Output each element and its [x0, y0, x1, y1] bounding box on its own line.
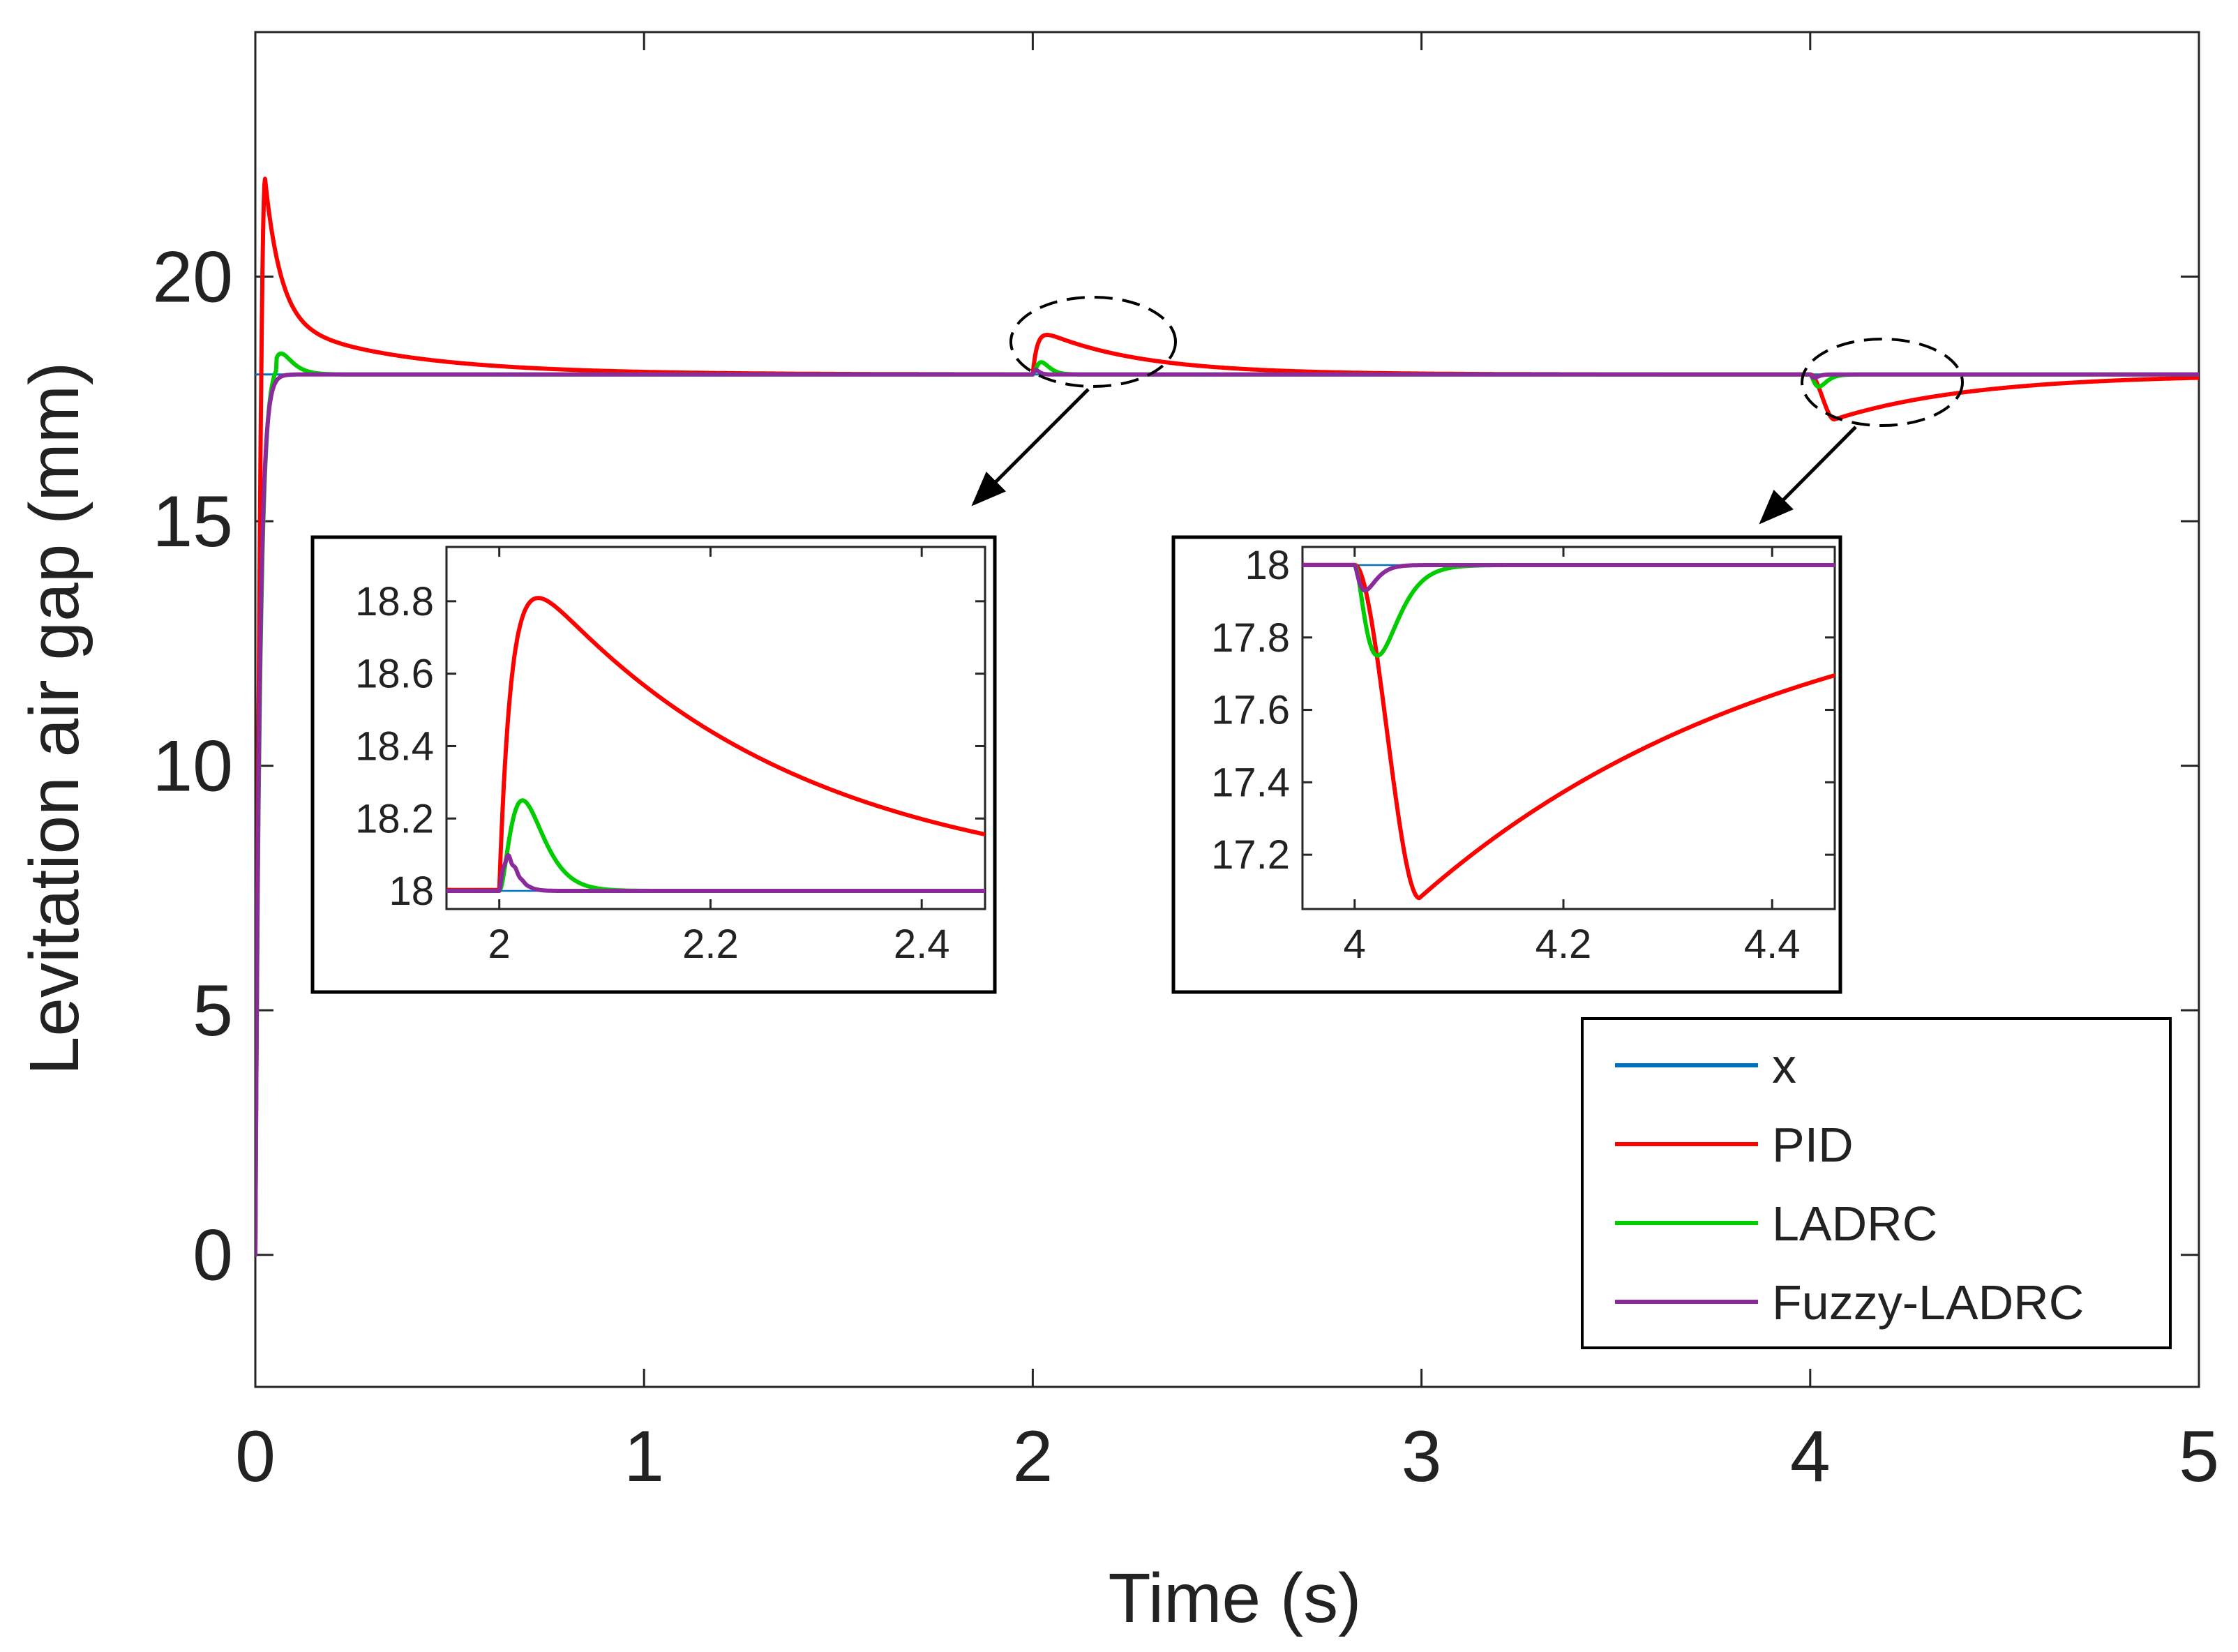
x-tick-label: 2.4 [894, 922, 950, 967]
legend-label-ladrc: LADRC [1772, 1196, 1937, 1251]
y-tick-label: 17.4 [1211, 760, 1290, 805]
x-axis-label: Time (s) [1109, 1559, 1362, 1637]
y-tick-label: 18.6 [355, 652, 434, 697]
legend-label-x: x [1772, 1039, 1796, 1093]
x-tick-label: 1 [624, 1416, 664, 1497]
series-pid [255, 177, 2199, 1257]
inset-2-series [1302, 562, 1835, 901]
series-fuzzy-ladrc [446, 853, 985, 893]
main-ticks: 0 1 2 3 4 5 0 5 10 15 20 [152, 32, 2219, 1497]
x-tick-label: 4.4 [1744, 922, 1801, 967]
y-tick-label: 20 [152, 237, 233, 318]
inset-1-ticks: 2 2.2 2.4 18 18.2 18.4 18.6 18.8 [355, 547, 985, 967]
zoom-arrow-2 [1759, 426, 1857, 525]
y-tick-label: 18.8 [355, 579, 434, 624]
y-tick-label: 17.8 [1211, 615, 1290, 661]
legend-box [1581, 1017, 2172, 1349]
legend-label-pid: PID [1772, 1118, 1854, 1172]
zoom-ellipse-2 [1801, 338, 1964, 427]
series-fuzzy-ladrc [255, 367, 2199, 1257]
series-pid [1302, 562, 1835, 901]
x-tick-label: 2 [1012, 1416, 1053, 1497]
x-tick-label: 0 [235, 1416, 276, 1497]
inset-1-frame [445, 546, 986, 910]
x-tick-label: 3 [1402, 1416, 1442, 1497]
y-tick-label: 15 [152, 481, 233, 562]
y-tick-label: 10 [152, 726, 233, 807]
zoom-ellipse-1 [1009, 296, 1177, 388]
x-tick-label: 5 [2179, 1416, 2219, 1497]
inset-1-series [446, 596, 985, 893]
inset-2-box [1171, 535, 1842, 994]
series-pid [446, 596, 985, 892]
series-fuzzy-ladrc [1302, 563, 1835, 593]
legend: x PID LADRC Fuzzy-LADRC [1581, 1017, 2172, 1349]
inset-2-ticks: 4 4.2 4.4 18 17.8 17.6 17.4 17.2 [1211, 543, 1835, 967]
y-tick-label: 17.2 [1211, 832, 1290, 878]
main-series [255, 177, 2199, 1257]
x-tick-label: 2 [488, 922, 511, 967]
main-plot-frame [254, 31, 2200, 1388]
y-axis-label: Levitation air gap (mm) [15, 362, 93, 1076]
y-tick-label: 0 [193, 1215, 233, 1296]
x-tick-label: 2.2 [682, 922, 739, 967]
y-tick-label: 18 [389, 869, 434, 914]
y-tick-label: 5 [193, 970, 233, 1051]
inset-2-frame [1301, 546, 1836, 910]
y-tick-label: 18 [1245, 543, 1290, 588]
inset-1-box [310, 535, 997, 994]
y-tick-label: 18.4 [355, 723, 434, 769]
x-tick-label: 4 [1790, 1416, 1831, 1497]
y-tick-label: 17.6 [1211, 688, 1290, 733]
x-tick-label: 4 [1344, 922, 1366, 967]
zoom-arrow-1 [971, 388, 1090, 506]
x-tick-label: 4.2 [1535, 922, 1592, 967]
y-tick-label: 18.2 [355, 796, 434, 841]
legend-label-fuzzy-ladrc: Fuzzy-LADRC [1772, 1275, 2084, 1330]
